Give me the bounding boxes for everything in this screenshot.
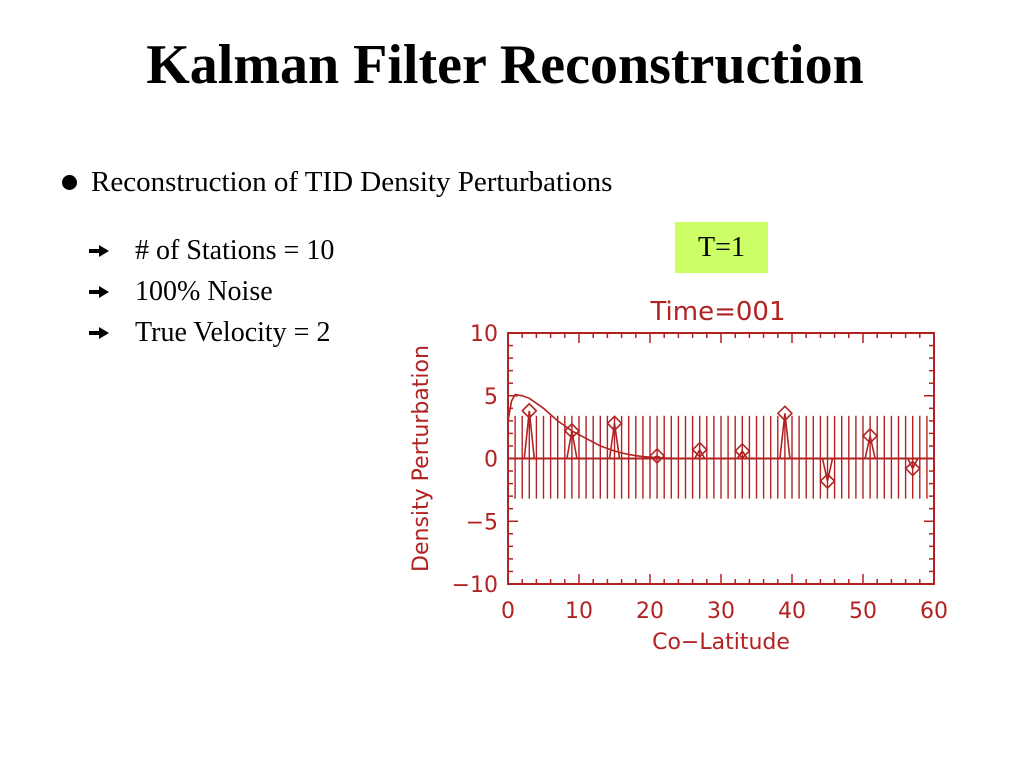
station-spike xyxy=(779,413,791,459)
station-spike xyxy=(523,410,536,459)
y-tick-label: −5 xyxy=(466,510,498,535)
slide-title: Kalman Filter Reconstruction xyxy=(146,34,864,96)
x-tick-label: 50 xyxy=(849,599,877,624)
station-marker xyxy=(648,447,666,465)
x-tick-label: 30 xyxy=(707,599,735,624)
station-spike xyxy=(651,455,663,460)
sub-bullet-text: 100% Noise xyxy=(135,275,273,307)
x-axis-label: Co−Latitude xyxy=(652,630,790,655)
x-tick-label: 40 xyxy=(778,599,806,624)
arrow-right-icon xyxy=(89,326,109,339)
station-spike xyxy=(906,458,919,471)
station-marker xyxy=(563,422,581,440)
x-tick-label: 60 xyxy=(920,599,948,624)
chart-title: Time=001 xyxy=(649,297,785,327)
main-bullet: Reconstruction of TID Density Perturbati… xyxy=(62,164,612,200)
station-spike xyxy=(608,423,621,459)
station-spike xyxy=(821,458,834,482)
sub-bullet-stations: # of Stations = 10 xyxy=(88,230,334,271)
sub-bullet-noise: 100% Noise xyxy=(88,271,334,312)
sub-bullet-text: # of Stations = 10 xyxy=(135,234,335,266)
x-tick-label: 20 xyxy=(636,599,664,624)
main-bullet-text: Reconstruction of TID Density Perturbati… xyxy=(91,166,613,198)
y-tick-label: 0 xyxy=(484,448,498,473)
density-chart: 0 10 20 30 40 50 601050−5−10Time=001Co−Latitud… xyxy=(409,297,948,655)
y-tick-label: 10 xyxy=(470,322,498,347)
time-badge: T=1 xyxy=(675,222,768,273)
station-marker xyxy=(606,415,623,432)
station-marker xyxy=(776,405,794,422)
x-tick-label: 10 xyxy=(565,599,593,624)
station-marker xyxy=(734,442,751,460)
station-marker xyxy=(904,460,921,477)
arrow-right-icon xyxy=(89,244,109,257)
station-spike xyxy=(864,435,876,459)
bullet-dot-icon xyxy=(62,174,77,190)
sub-bullet-list: # of Stations = 10 100% Noise True Veloc… xyxy=(88,230,334,353)
y-axis-label: Density Perturbation xyxy=(409,345,434,572)
station-spike xyxy=(694,448,706,459)
station-marker xyxy=(861,427,879,445)
y-tick-label: 5 xyxy=(484,385,498,410)
station-spike xyxy=(566,430,578,459)
station-spike xyxy=(736,449,748,459)
y-tick-label: −10 xyxy=(452,573,498,598)
sub-bullet-text: True Velocity = 2 xyxy=(135,316,331,348)
station-marker xyxy=(819,472,836,490)
sub-bullet-velocity: True Velocity = 2 xyxy=(88,312,334,353)
x-tick-label: 0 xyxy=(501,599,515,624)
station-marker xyxy=(691,441,708,458)
arrow-right-icon xyxy=(89,285,109,298)
station-marker xyxy=(521,402,538,419)
